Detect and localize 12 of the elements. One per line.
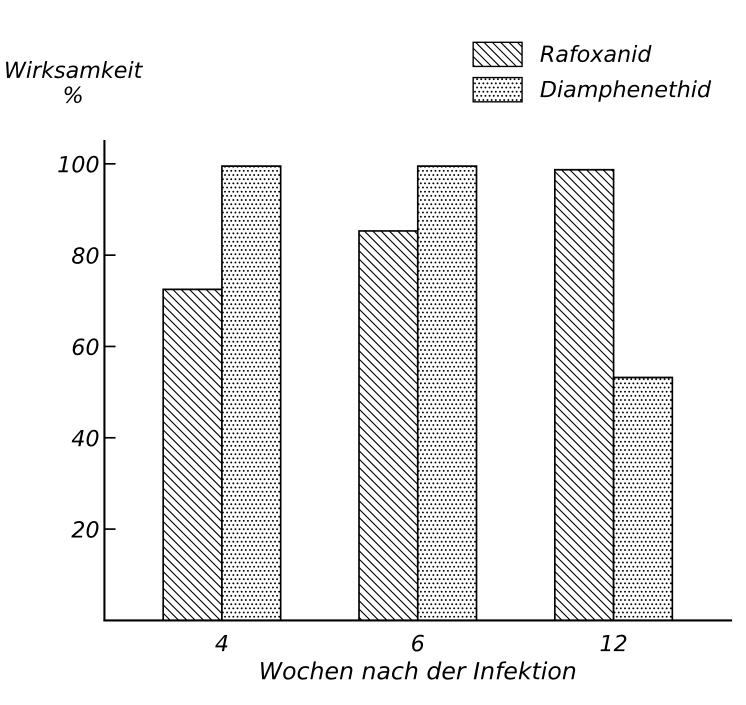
y-tick-label: 100	[58, 156, 98, 173]
x-axis-title: Wochen nach der Infektion	[261, 661, 576, 680]
y-axis-title: Wirksamkeit %	[6, 61, 144, 104]
y-tick-label: 80	[72, 247, 98, 264]
y-tick-label: 20	[71, 521, 98, 538]
legend-label: Diamphenethid	[540, 80, 712, 102]
x-tick-label: 4	[215, 634, 228, 652]
x-tick-label: 12	[600, 634, 626, 652]
x-tick-label: 6	[412, 634, 424, 652]
y-tick-label: 60	[72, 338, 98, 356]
legend-label: Rafoxanid	[540, 44, 652, 62]
y-tick-label: 40	[72, 430, 98, 447]
